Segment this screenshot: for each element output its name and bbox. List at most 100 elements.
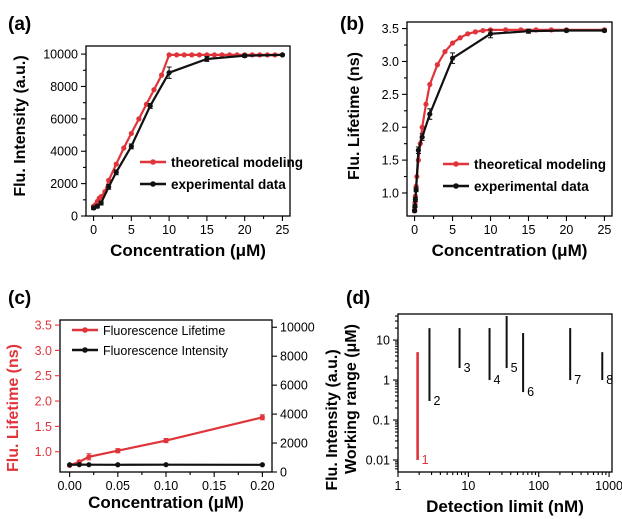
y-axis-title-b: Flu. Lifetime (ns) [346,52,363,180]
range-label-3: 3 [464,361,471,375]
data-point-a-0 [181,52,187,58]
x-tick-label-b: 15 [522,223,536,237]
data-point-a-1 [242,53,248,59]
y-tick-label-a: 6000 [50,112,78,126]
legend-marker-b-1 [453,183,459,189]
legend-marker-a-1 [150,181,156,187]
data-point-b-0 [423,101,429,107]
data-point-a-0 [211,52,218,58]
legend-label-a-0: theoretical modeling [171,155,303,170]
y-right-tick-label-c: 4000 [280,408,308,422]
data-point-b-1 [411,208,418,214]
panel-label-d: (d) [346,288,370,309]
data-point-a-0 [219,52,225,58]
y-axis-title-a: Flu. Intensity (a.u.) [12,55,29,196]
range-label-6: 6 [527,385,534,399]
y-tick-label-c: 1.0 [35,445,52,459]
x-axis-title-b: Concentration (μM) [432,241,588,260]
y-tick-label-c: 3.5 [35,319,52,333]
data-point-b-0 [465,31,471,37]
x-tick-label-b: 20 [559,223,573,237]
data-point-a-1 [98,200,104,206]
plot-frame-c [59,319,273,473]
data-point-a-0 [174,52,180,58]
y-axis-title-d: Working range (μM) [343,324,360,474]
data-point-c-0 [115,448,121,454]
x-tick-label-b: 5 [449,223,456,237]
data-point-b-1 [601,27,608,34]
y-tick-label-d: 0.1 [373,414,390,428]
data-point-a-1 [128,143,134,149]
range-label-1: 1 [422,453,429,467]
data-point-b-0 [457,35,463,41]
data-point-c-0 [86,454,92,460]
data-point-a-1 [113,169,119,175]
data-point-a-0 [128,130,134,137]
y-tick-label-b: 3.5 [382,22,399,36]
data-point-a-0 [121,145,127,151]
data-point-b-0 [449,40,456,46]
data-point-a-1 [147,103,153,109]
data-point-b-1 [449,55,456,61]
data-point-b-0 [419,124,425,130]
data-point-b-0 [442,48,448,55]
y-tick-label-a: 2000 [50,177,78,191]
x-tick-label-a: 20 [238,223,252,237]
data-point-b-1 [563,27,570,34]
data-point-b-1 [413,187,419,193]
data-point-a-0 [113,161,119,167]
y-right-tick-label-c: 0 [280,466,287,480]
panel-label-a: (a) [8,14,31,35]
y-tick-label-d: 10 [376,334,390,348]
y-tick-label-b: 1.0 [382,186,399,200]
x-tick-label-a: 10 [162,223,176,237]
legend-marker-b-0 [453,161,459,167]
legend-marker-c-1 [82,347,88,353]
y-tick-label-d: 0.01 [366,453,390,467]
data-point-c-0 [163,437,169,444]
x-tick-label-d: 1000 [595,479,622,493]
y-axis-title-left-c: Flu. Lifetime (ns) [5,344,22,472]
data-point-a-0 [196,52,202,58]
legend-label-c-1: Fluorescence Intensity [103,344,229,358]
legend-label-b-1: experimental data [474,179,589,194]
data-point-a-0 [158,72,165,78]
range-label-7: 7 [574,373,581,387]
y-right-tick-label-c: 8000 [280,350,308,364]
data-point-a-0 [106,177,112,183]
y-tick-label-a: 0 [71,210,78,224]
x-tick-label-d: 10 [461,479,475,493]
x-tick-label-a: 15 [200,223,214,237]
data-point-a-0 [151,87,157,93]
data-point-c-1 [115,462,121,468]
legend-label-a-1: experimental data [171,177,286,192]
panel-label-b: (b) [340,14,364,35]
y-tick-label-a: 10000 [43,48,78,62]
data-point-b-0 [427,81,433,88]
data-point-b-1 [419,134,425,140]
data-point-b-0 [503,27,509,33]
y-tick-label-a: 4000 [50,145,78,159]
x-tick-label-c: 0.05 [106,479,130,493]
data-point-c-1 [259,462,265,468]
data-point-b-0 [480,27,486,34]
data-point-b-1 [427,111,433,117]
x-tick-label-b: 25 [597,223,611,237]
y-right-tick-label-c: 6000 [280,379,308,393]
range-label-4: 4 [494,373,501,387]
range-label-8: 8 [606,373,613,387]
x-tick-label-c: 0.10 [154,479,178,493]
data-point-c-1 [67,462,73,468]
y-tick-label-c: 2.0 [35,395,52,409]
y-axis-title-right-c: Flu. Intensity (a.u.) [324,349,341,490]
data-point-c-1 [76,462,82,468]
plot-frame-d [397,313,613,473]
x-tick-label-d: 1 [395,479,402,493]
panel-label-c: (c) [8,288,31,309]
data-point-a-1 [279,52,286,58]
x-tick-label-c: 0.20 [250,479,274,493]
x-tick-label-c: 0.00 [57,479,81,493]
data-point-a-0 [136,116,142,122]
legend-label-c-0: Fluorescence Lifetime [103,324,225,338]
